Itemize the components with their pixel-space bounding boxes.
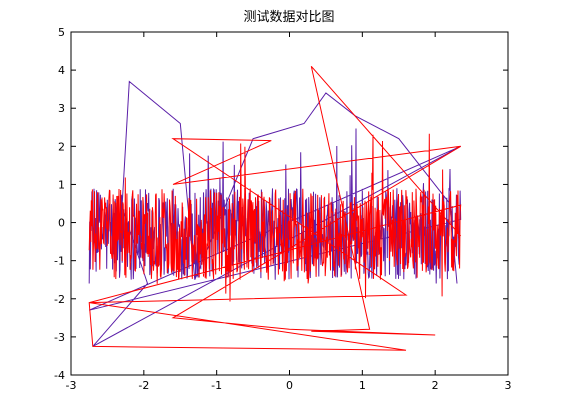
x-tick-label: 0 [286,379,293,392]
y-tick-label: 4 [58,64,65,77]
x-tick-label: 2 [432,379,439,392]
x-tick-label: -2 [138,379,149,392]
y-tick-label: -1 [54,255,65,268]
series-line-1 [88,65,462,351]
chart-title: 测试数据对比图 [243,10,334,25]
x-tick-label: 1 [359,379,366,392]
series-layer [88,65,462,351]
x-tick-label: -1 [211,379,222,392]
y-tick-label: 2 [58,140,65,153]
y-tick-label: 5 [58,26,65,39]
y-tick-label: -3 [54,331,65,344]
y-tick-label: 3 [58,102,65,115]
y-tick-label: 0 [58,217,65,230]
x-tick-label: 3 [505,379,512,392]
x-tick-label: -3 [66,379,77,392]
y-tick-label: -2 [54,293,65,306]
y-tick-label: 1 [58,178,65,191]
y-tick-label: -4 [54,369,65,382]
